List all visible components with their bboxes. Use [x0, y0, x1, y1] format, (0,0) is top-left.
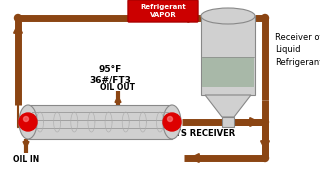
Circle shape [261, 15, 268, 21]
Bar [222, 117, 234, 127]
Text: Receiver of
Liquid
Refrigerant: Receiver of Liquid Refrigerant [275, 33, 320, 67]
Polygon shape [205, 95, 251, 117]
Circle shape [19, 113, 37, 131]
Circle shape [23, 116, 28, 122]
Text: OIL IN: OIL IN [13, 154, 39, 163]
Circle shape [261, 154, 268, 161]
Bar [28, 105, 172, 139]
Ellipse shape [163, 105, 181, 139]
Bar [201, 16, 255, 95]
Text: 95°F: 95°F [98, 66, 122, 75]
Ellipse shape [19, 105, 37, 139]
Circle shape [261, 118, 268, 125]
Circle shape [167, 116, 172, 122]
Text: 36#/FT3: 36#/FT3 [89, 75, 131, 84]
Text: OIL OUT: OIL OUT [100, 84, 135, 93]
Ellipse shape [201, 8, 255, 24]
Circle shape [14, 15, 21, 21]
Text: TS RECEIVER: TS RECEIVER [175, 129, 235, 138]
Text: Refrigerant
VAPOR: Refrigerant VAPOR [140, 4, 186, 18]
Bar [202, 57, 254, 87]
FancyBboxPatch shape [128, 0, 198, 22]
Circle shape [163, 113, 181, 131]
